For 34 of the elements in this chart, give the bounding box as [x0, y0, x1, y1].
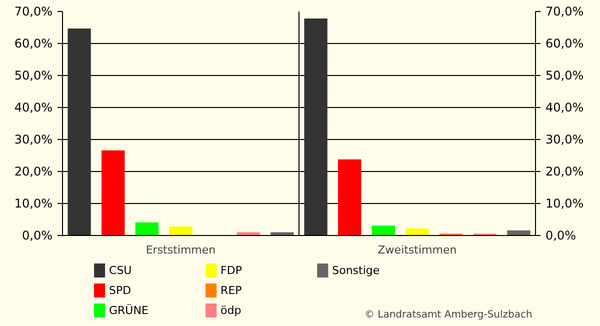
legend-label: ödp	[220, 304, 242, 317]
y-tick-label: 20,0%	[14, 164, 53, 178]
legend-label: FDP	[220, 264, 242, 277]
y2-tick-label: 60,0%	[546, 36, 584, 50]
y2-tick-label: 70,0%	[546, 4, 584, 18]
y2-tick-label: 10,0%	[546, 196, 584, 210]
bar	[304, 18, 328, 236]
bar	[338, 159, 362, 236]
text: © Landratsamt Amberg-Sulzbach	[364, 310, 532, 320]
y2-tick-label: 50,0%	[546, 68, 584, 82]
y-tick-label: 60,0%	[14, 36, 53, 50]
x-tick-label: Zweitstimmen	[378, 244, 457, 256]
legend-label: GRÜNE	[109, 303, 148, 317]
bar	[68, 28, 91, 236]
legend-label: Sonstige	[332, 264, 380, 277]
legend-label: REP	[220, 284, 242, 297]
y2-tick-label: 0,0%	[546, 228, 576, 242]
y-tick-label: 30,0%	[14, 132, 53, 146]
x-tick-label: Erststimmen	[146, 244, 216, 256]
y-tick-label: 10,0%	[14, 196, 53, 210]
y2-tick-label: 40,0%	[546, 100, 584, 114]
bar	[135, 222, 159, 236]
y-tick-label: 50,0%	[14, 68, 53, 82]
bar	[372, 226, 396, 236]
bar	[169, 226, 192, 236]
y-tick-label: 70,0%	[14, 4, 53, 18]
y2-tick-label: 30,0%	[546, 132, 584, 146]
y-tick-label: 0,0%	[22, 228, 53, 242]
y-tick-label: 40,0%	[14, 100, 53, 114]
y2-tick-label: 20,0%	[546, 164, 584, 178]
bar	[406, 228, 429, 236]
bar	[102, 150, 125, 236]
legend-label: SPD	[109, 284, 132, 297]
legend-label: CSU	[109, 264, 132, 277]
